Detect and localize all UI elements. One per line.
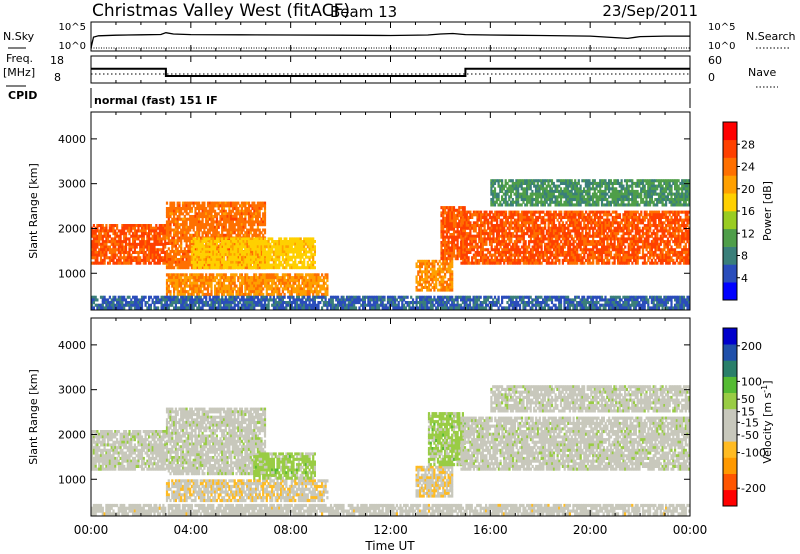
- y-tick-label: 1000: [58, 267, 86, 280]
- nave-tick-bottom: 0: [708, 71, 715, 84]
- power-colorbar: 4 8 12 16 20 24 28: [723, 122, 755, 300]
- velocity-panel-region-6: [460, 417, 690, 471]
- nsearch-tick-bottom: 10^0: [708, 41, 735, 52]
- velocity-panel: 1000 2000 3000 4000 Slant Range [km] -200-1…: [27, 318, 774, 516]
- y-tick-label: 2000: [58, 428, 86, 441]
- colorbar-swatch: [723, 175, 737, 193]
- freq-unit: [MHz]: [3, 66, 35, 79]
- power-panel-region-2: [166, 273, 329, 296]
- colorbar-swatch: [723, 490, 737, 507]
- colorbar-swatch: [723, 344, 737, 361]
- x-tick-label: 04:00: [174, 523, 209, 537]
- y-tick-label: 2000: [58, 222, 86, 235]
- date-label: 23/Sep/2011: [602, 2, 698, 20]
- colorbar-swatch: [723, 264, 737, 282]
- nsky-tick-bottom: 10^0: [59, 41, 86, 52]
- station-title: Christmas Valley West (fitACF): [92, 1, 350, 21]
- colorbar-tick-label: 4: [741, 272, 748, 285]
- colorbar-swatch: [723, 211, 737, 229]
- velocity-panel-region-1: [166, 408, 266, 476]
- x-tick-label: 00:00: [673, 523, 708, 537]
- nsky-tick-top: 10^5: [59, 22, 86, 33]
- colorbar-swatch: [723, 393, 737, 410]
- velocity-data: [91, 385, 690, 515]
- colorbar-tick-label: 16: [741, 205, 755, 218]
- nave-tick-top: 60: [708, 54, 722, 67]
- time-axis-label: Time UT: [364, 539, 415, 553]
- colorbar-tick-label: 50: [741, 393, 755, 406]
- colorbar-tick-label: 200: [741, 340, 762, 353]
- colorbar-tick-label: 28: [741, 138, 755, 151]
- x-tick-label: 16:00: [473, 523, 508, 537]
- velocity-colorbar-label: Velocity [m s-1]: [760, 380, 775, 463]
- colorbar-swatch: [723, 474, 737, 491]
- colorbar-swatch: [723, 122, 737, 140]
- power-panel-region-6: [460, 211, 690, 265]
- x-tick-label: 00:00: [74, 523, 109, 537]
- cpid-label: CPID: [8, 89, 37, 102]
- x-tick-label: 12:00: [373, 523, 408, 537]
- nsearch-tick-top: 10^5: [708, 22, 735, 33]
- colorbar-swatch: [723, 193, 737, 211]
- velocity-panel-region-0: [91, 430, 166, 471]
- velocity-panel-region-3: [253, 452, 316, 479]
- colorbar-swatch: [723, 441, 737, 458]
- colorbar-swatch: [723, 377, 737, 394]
- colorbar-swatch: [723, 458, 737, 475]
- velocity-ylabel: Slant Range [km]: [27, 369, 40, 465]
- colorbar-tick-label: 24: [741, 161, 755, 174]
- y-tick-label: 4000: [58, 339, 86, 352]
- x-tick-label: 08:00: [273, 523, 308, 537]
- nsky-panel: N.Sky 10^5 10^0 10^5 10^0 N.Search: [3, 22, 796, 52]
- y-tick-label: 3000: [58, 384, 86, 397]
- colorbar-swatch: [723, 282, 737, 300]
- colorbar-tick-label: 20: [741, 183, 755, 196]
- y-tick-label: 1000: [58, 473, 86, 486]
- power-panel-region-4: [416, 260, 454, 292]
- nave-label: Nave: [748, 66, 776, 79]
- colorbar-tick-label: -50: [741, 429, 759, 442]
- freq-tick-top: 18: [50, 54, 64, 67]
- freq-label: Freq.: [6, 52, 33, 65]
- colorbar-swatch: [723, 425, 737, 442]
- colorbar-swatch: [723, 409, 737, 426]
- freq-tick-bottom: 8: [54, 71, 61, 84]
- velocity-panel-region-4: [416, 466, 454, 498]
- colorbar-swatch: [723, 140, 737, 158]
- colorbar-swatch: [723, 158, 737, 176]
- colorbar-swatch: [723, 247, 737, 265]
- power-panel: 1000 2000 3000 4000 Slant Range [km] 4 8 12 16…: [27, 112, 774, 310]
- power-panel-region-0: [91, 224, 166, 265]
- cpid-panel: normal (fast) 151 IF: [91, 88, 690, 108]
- power-data: [91, 179, 690, 309]
- velocity-panel-region-7: [490, 385, 690, 412]
- colorbar-tick-label: -200: [741, 482, 766, 495]
- mode-text: normal (fast) 151 IF: [94, 94, 218, 107]
- x-tick-label: 20:00: [573, 523, 608, 537]
- colorbar-tick-label: 12: [741, 227, 755, 240]
- colorbar-swatch: [723, 360, 737, 377]
- y-tick-label: 4000: [58, 133, 86, 146]
- nsearch-label: N.Search: [746, 30, 796, 43]
- colorbar-swatch: [723, 328, 737, 345]
- power-ylabel: Slant Range [km]: [27, 163, 40, 259]
- power-colorbar-label: Power [dB]: [761, 181, 774, 241]
- y-tick-label: 3000: [58, 178, 86, 191]
- colorbar-tick-label: 8: [741, 250, 748, 263]
- colorbar-swatch: [723, 229, 737, 247]
- nsky-label: N.Sky: [3, 30, 35, 43]
- colorbar-tick-label: 15: [741, 406, 755, 419]
- power-panel-region-7: [490, 179, 690, 206]
- beam-label: Beam 13: [330, 3, 397, 21]
- velocity-panel-region-2: [166, 479, 329, 502]
- freq-series-line: [91, 69, 690, 76]
- velocity-panel-region-5: [428, 412, 466, 466]
